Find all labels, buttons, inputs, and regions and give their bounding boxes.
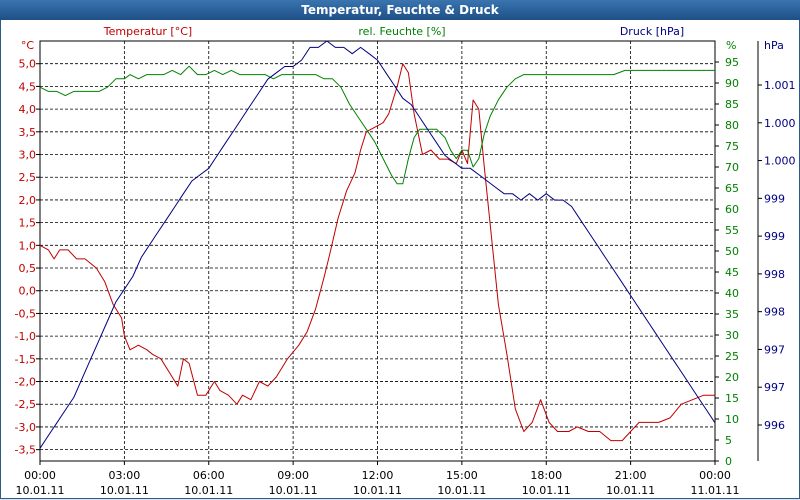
humidity-tick-label: 65	[725, 182, 739, 195]
temp-tick-label: 2,5	[19, 171, 37, 184]
humidity-axis-title: rel. Feuchte [%]	[358, 25, 445, 38]
humidity-tick-label: 55	[725, 224, 739, 237]
pressure-tick-label: 997	[764, 343, 785, 356]
humidity-tick-label: 70	[725, 161, 739, 174]
series-line-temperature	[39, 63, 715, 442]
pressure-tick-label: 997	[764, 381, 785, 394]
pressure-tick-label: 996	[764, 419, 785, 432]
x-tick-date: 11.01.11	[691, 484, 740, 497]
temp-tick-label: -2,5	[15, 398, 36, 411]
temp-tick-label: 4,0	[19, 103, 37, 116]
pressure-tick-label: 1.001	[764, 79, 796, 92]
humidity-tick-label: 30	[725, 329, 739, 342]
humidity-tick-label: 40	[725, 287, 739, 300]
humidity-tick-label: 25	[725, 350, 739, 363]
x-tick-date: 10.01.11	[353, 484, 402, 497]
x-tick-time: 15:00	[446, 469, 478, 482]
humidity-tick-label: 10	[725, 413, 739, 426]
pressure-tick-label: 1.000	[764, 117, 796, 130]
chart-title: Temperatur, Feuchte & Druck	[0, 0, 800, 20]
humidity-tick-label: 35	[725, 308, 739, 321]
temp-tick-label: 4,5	[19, 80, 37, 93]
x-tick-time: 21:00	[615, 469, 647, 482]
x-tick-time: 06:00	[193, 469, 225, 482]
humidity-tick-label: 15	[725, 392, 739, 405]
humidity-unit: %	[726, 39, 736, 52]
humidity-tick-label: 80	[725, 119, 739, 132]
temp-unit: °C	[21, 39, 35, 52]
humidity-tick-label: 50	[725, 245, 739, 258]
series-line-pressure	[39, 40, 716, 449]
humidity-tick-label: 95	[725, 56, 739, 69]
temp-tick-label: -3,0	[15, 421, 36, 434]
humidity-tick-label: 45	[725, 266, 739, 279]
pressure-tick-label: 999	[764, 192, 785, 205]
temp-tick-label: 0,0	[19, 285, 37, 298]
temp-tick-label: -0,5	[15, 307, 36, 320]
humidity-tick-label: 60	[725, 203, 739, 216]
x-tick-time: 00:00	[24, 469, 56, 482]
temp-tick-label: -2,0	[15, 376, 36, 389]
temp-tick-label: 1,0	[19, 239, 37, 252]
temp-tick-label: -1,0	[15, 330, 36, 343]
temp-axis-title: Temperatur [°C]	[103, 25, 192, 38]
grid	[40, 41, 715, 461]
temp-tick-label: 5,0	[19, 58, 37, 71]
humidity-tick-label: 5	[725, 434, 732, 447]
x-tick-time: 12:00	[362, 469, 394, 482]
ticks	[36, 41, 762, 465]
temp-tick-label: 2,0	[19, 194, 37, 207]
temp-tick-label: -1,5	[15, 353, 36, 366]
humidity-tick-label: 0	[725, 455, 732, 468]
x-tick-time: 00:00	[699, 469, 731, 482]
pressure-tick-label: 998	[764, 306, 785, 319]
x-tick-date: 10.01.11	[437, 484, 486, 497]
x-tick-time: 03:00	[109, 469, 141, 482]
tick-labels: 5,0 4,5 4,0 3,5 3,0 2,5 2,0 1,5 1,0 0,5 0,0 -0,5 -1,…	[15, 56, 796, 497]
temp-tick-label: 0,5	[19, 262, 37, 275]
humidity-tick-label: 90	[725, 77, 739, 90]
temp-tick-label: 3,0	[19, 149, 37, 162]
x-tick-time: 09:00	[277, 469, 309, 482]
x-tick-date: 10.01.11	[606, 484, 655, 497]
temp-tick-label: 3,5	[19, 126, 37, 139]
x-tick-date: 10.01.11	[269, 484, 318, 497]
temp-tick-label: 1,5	[19, 217, 37, 230]
humidity-tick-label: 20	[725, 371, 739, 384]
temp-tick-label: -3,5	[15, 444, 36, 457]
pressure-tick-label: 998	[764, 268, 785, 281]
x-tick-date: 10.01.11	[100, 484, 149, 497]
x-tick-date: 10.01.11	[184, 484, 233, 497]
pressure-tick-label: 1.000	[764, 155, 796, 168]
humidity-tick-label: 75	[725, 140, 739, 153]
pressure-axis-title: Druck [hPa]	[620, 25, 684, 38]
humidity-tick-label: 85	[725, 98, 739, 111]
series-line-humidity	[39, 65, 715, 185]
series-lines	[39, 40, 716, 449]
x-tick-date: 10.01.11	[16, 484, 65, 497]
x-tick-date: 10.01.11	[522, 484, 571, 497]
pressure-tick-label: 999	[764, 230, 785, 243]
x-tick-time: 18:00	[530, 469, 562, 482]
pressure-unit: hPa	[764, 39, 784, 52]
